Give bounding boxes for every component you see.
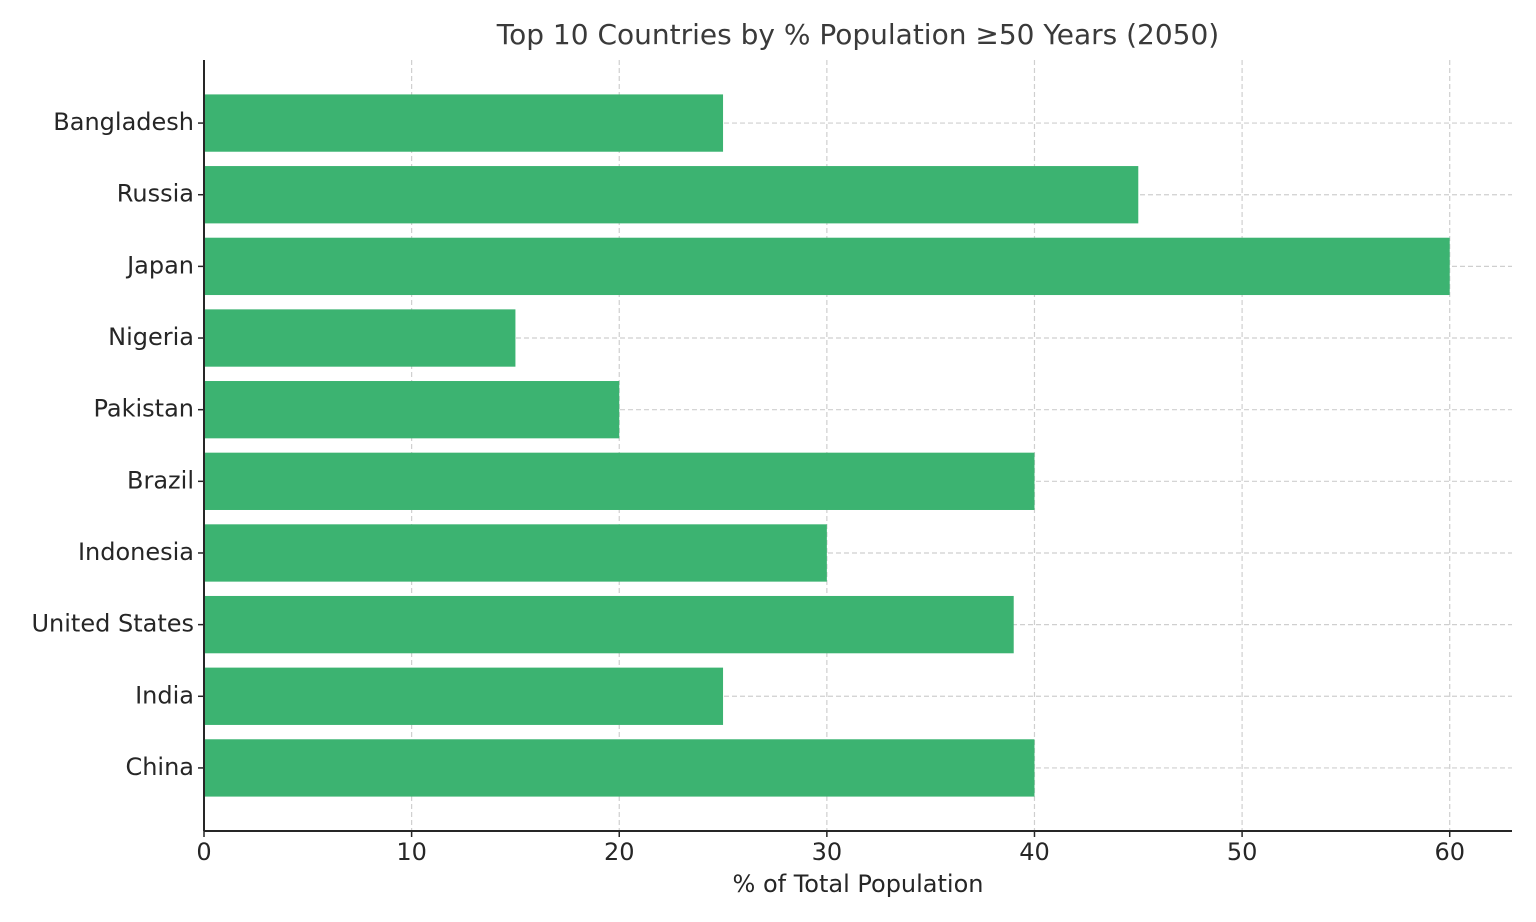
y-tick-label: Indonesia — [78, 538, 194, 566]
x-tick-label: 50 — [1227, 838, 1258, 866]
bar — [204, 309, 516, 367]
y-tick-label: Brazil — [127, 466, 194, 494]
bar — [204, 94, 724, 152]
y-tick-label: Nigeria — [108, 323, 194, 351]
y-tick-label: India — [135, 681, 194, 709]
y-tick-label: United States — [31, 610, 194, 638]
bar — [204, 524, 827, 582]
y-tick-label: Russia — [117, 180, 194, 208]
bar — [204, 595, 1014, 654]
x-axis-label: % of Total Population — [733, 870, 984, 898]
x-tick-label: 10 — [396, 838, 427, 866]
bar — [204, 381, 620, 439]
x-tick-label: 30 — [812, 838, 843, 866]
x-tick-label: 0 — [196, 838, 211, 866]
y-tick-label: Japan — [125, 251, 194, 279]
bar — [204, 739, 1035, 797]
y-tick-label: Bangladesh — [53, 108, 194, 136]
chart-title: Top 10 Countries by % Population ≥50 Yea… — [496, 18, 1219, 51]
x-tick-label: 40 — [1019, 838, 1050, 866]
x-tick-label: 60 — [1434, 838, 1465, 866]
bar — [204, 667, 724, 725]
bar — [204, 166, 1139, 224]
bar — [204, 237, 1450, 296]
bar — [204, 452, 1035, 510]
y-tick-label: Pakistan — [94, 395, 195, 423]
y-tick-label: China — [125, 753, 194, 781]
x-tick-label: 20 — [604, 838, 635, 866]
